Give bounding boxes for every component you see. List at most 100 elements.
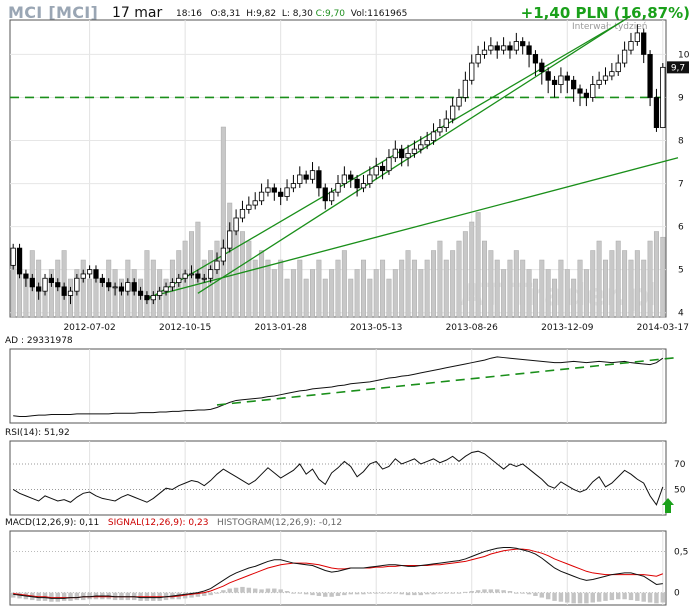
macd-histogram-bar bbox=[584, 592, 589, 604]
x-tick-label: 2012-07-02 bbox=[63, 323, 115, 333]
x-tick-label: 2013-01-28 bbox=[255, 323, 308, 333]
candle-body bbox=[494, 45, 500, 51]
candle-body bbox=[131, 282, 137, 292]
interval-label: Interwał: tydzień bbox=[572, 22, 648, 32]
macd-histogram-bar bbox=[221, 590, 226, 593]
macd-histogram-bar bbox=[284, 591, 290, 593]
volume-bar bbox=[469, 221, 475, 318]
macd-histogram-bar bbox=[68, 592, 73, 601]
macd-histogram-bar bbox=[61, 592, 67, 601]
macd-histogram-bar bbox=[74, 592, 80, 601]
macd-tick-label: 0 bbox=[674, 589, 680, 599]
macd-histogram-bar bbox=[380, 592, 385, 594]
candle-body bbox=[411, 148, 418, 154]
macd-histogram-bar bbox=[622, 592, 627, 600]
candle-body bbox=[348, 174, 354, 180]
candle-body bbox=[55, 282, 61, 288]
volume-bar bbox=[526, 269, 532, 318]
volume-bar bbox=[443, 259, 449, 318]
candle-body bbox=[609, 71, 615, 77]
candle-body bbox=[647, 54, 653, 98]
candle-body bbox=[10, 247, 16, 266]
macd-histogram-bar bbox=[227, 588, 232, 593]
volume-bar bbox=[424, 259, 430, 318]
macd-histogram-bar bbox=[316, 592, 322, 596]
candle-body bbox=[469, 62, 475, 81]
histogram-label: HISTOGRAM(12,26,9): -0,12 bbox=[217, 518, 343, 528]
macd-histogram-bar bbox=[393, 592, 398, 594]
volume-bar bbox=[239, 231, 245, 318]
candle-body bbox=[335, 183, 341, 193]
macd-histogram-bar bbox=[520, 592, 525, 594]
macd-histogram-bar bbox=[558, 592, 564, 602]
signal-label: SIGNAL(12,26,9): 0,23 bbox=[107, 518, 209, 528]
candle-body bbox=[513, 41, 519, 51]
macd-histogram-bar bbox=[202, 592, 207, 596]
volume-bar bbox=[520, 259, 526, 318]
candle-body bbox=[195, 273, 201, 279]
macd-histogram-bar bbox=[240, 586, 245, 593]
candle-body bbox=[16, 247, 23, 275]
volume-bar bbox=[246, 240, 252, 318]
candle-body bbox=[551, 79, 558, 85]
macd-histogram-bar bbox=[463, 591, 468, 593]
y-tick-label: 10 bbox=[678, 50, 690, 60]
candle-body bbox=[169, 282, 176, 288]
volume-bar bbox=[271, 269, 277, 318]
candle-body bbox=[93, 269, 99, 279]
macd-histogram-bar bbox=[405, 592, 411, 596]
macd-histogram-bar bbox=[323, 592, 328, 597]
candle-body bbox=[23, 273, 29, 279]
macd-histogram-bar bbox=[418, 592, 424, 596]
macd-line bbox=[13, 546, 663, 599]
candle-body bbox=[29, 277, 35, 288]
macd-histogram-bar bbox=[87, 592, 92, 600]
volume-bar bbox=[653, 231, 659, 318]
candle-body bbox=[564, 75, 570, 81]
y-tick-label: 6 bbox=[678, 223, 684, 233]
rsi-tick-label: 50 bbox=[674, 485, 686, 495]
macd-histogram-bar bbox=[501, 590, 506, 593]
candle-body bbox=[360, 183, 367, 189]
macd-histogram-bar bbox=[291, 592, 296, 594]
macd-histogram-bar bbox=[259, 589, 264, 593]
y-tick-label: 8 bbox=[678, 137, 684, 147]
volume-bar bbox=[615, 240, 621, 318]
volume-bar bbox=[532, 278, 538, 318]
candle-body bbox=[137, 290, 144, 296]
macd-histogram-bar bbox=[507, 591, 513, 593]
candle-body bbox=[583, 92, 590, 98]
volume-bar bbox=[628, 259, 634, 318]
volume-bar bbox=[622, 250, 628, 318]
volume-bar bbox=[150, 259, 156, 318]
candle-body bbox=[500, 45, 507, 51]
x-tick-label: 2012-10-15 bbox=[159, 323, 211, 333]
candle-body bbox=[329, 191, 335, 202]
macd-histogram-bar bbox=[303, 592, 309, 595]
volume-bar bbox=[290, 269, 296, 318]
volume-bar bbox=[431, 250, 437, 318]
macd-histogram-bar bbox=[565, 592, 570, 603]
candle-body bbox=[456, 97, 462, 107]
candle-body bbox=[520, 41, 526, 47]
macd-tick-label: 0,5 bbox=[674, 548, 688, 558]
candle-body bbox=[144, 295, 150, 301]
volume-bar bbox=[48, 269, 54, 318]
macd-histogram-bar bbox=[635, 592, 640, 601]
candle-body bbox=[507, 45, 513, 51]
volume-bar bbox=[310, 269, 316, 318]
volume-bar bbox=[641, 259, 647, 318]
trendline-long bbox=[146, 157, 679, 299]
volume-bar bbox=[316, 259, 322, 318]
candle-body bbox=[386, 157, 392, 172]
macd-label: MACD(12,26,9): 0,11 bbox=[5, 518, 100, 528]
candle-body bbox=[481, 49, 488, 55]
candle-body bbox=[539, 62, 545, 73]
candle-body bbox=[532, 54, 539, 64]
macd-histogram-bar bbox=[412, 592, 417, 596]
macd-histogram-bar bbox=[514, 592, 519, 594]
rsi-label: RSI(14): 51,92 bbox=[5, 428, 70, 438]
time-value: 18:16 bbox=[176, 9, 202, 19]
candle-body bbox=[297, 174, 303, 184]
